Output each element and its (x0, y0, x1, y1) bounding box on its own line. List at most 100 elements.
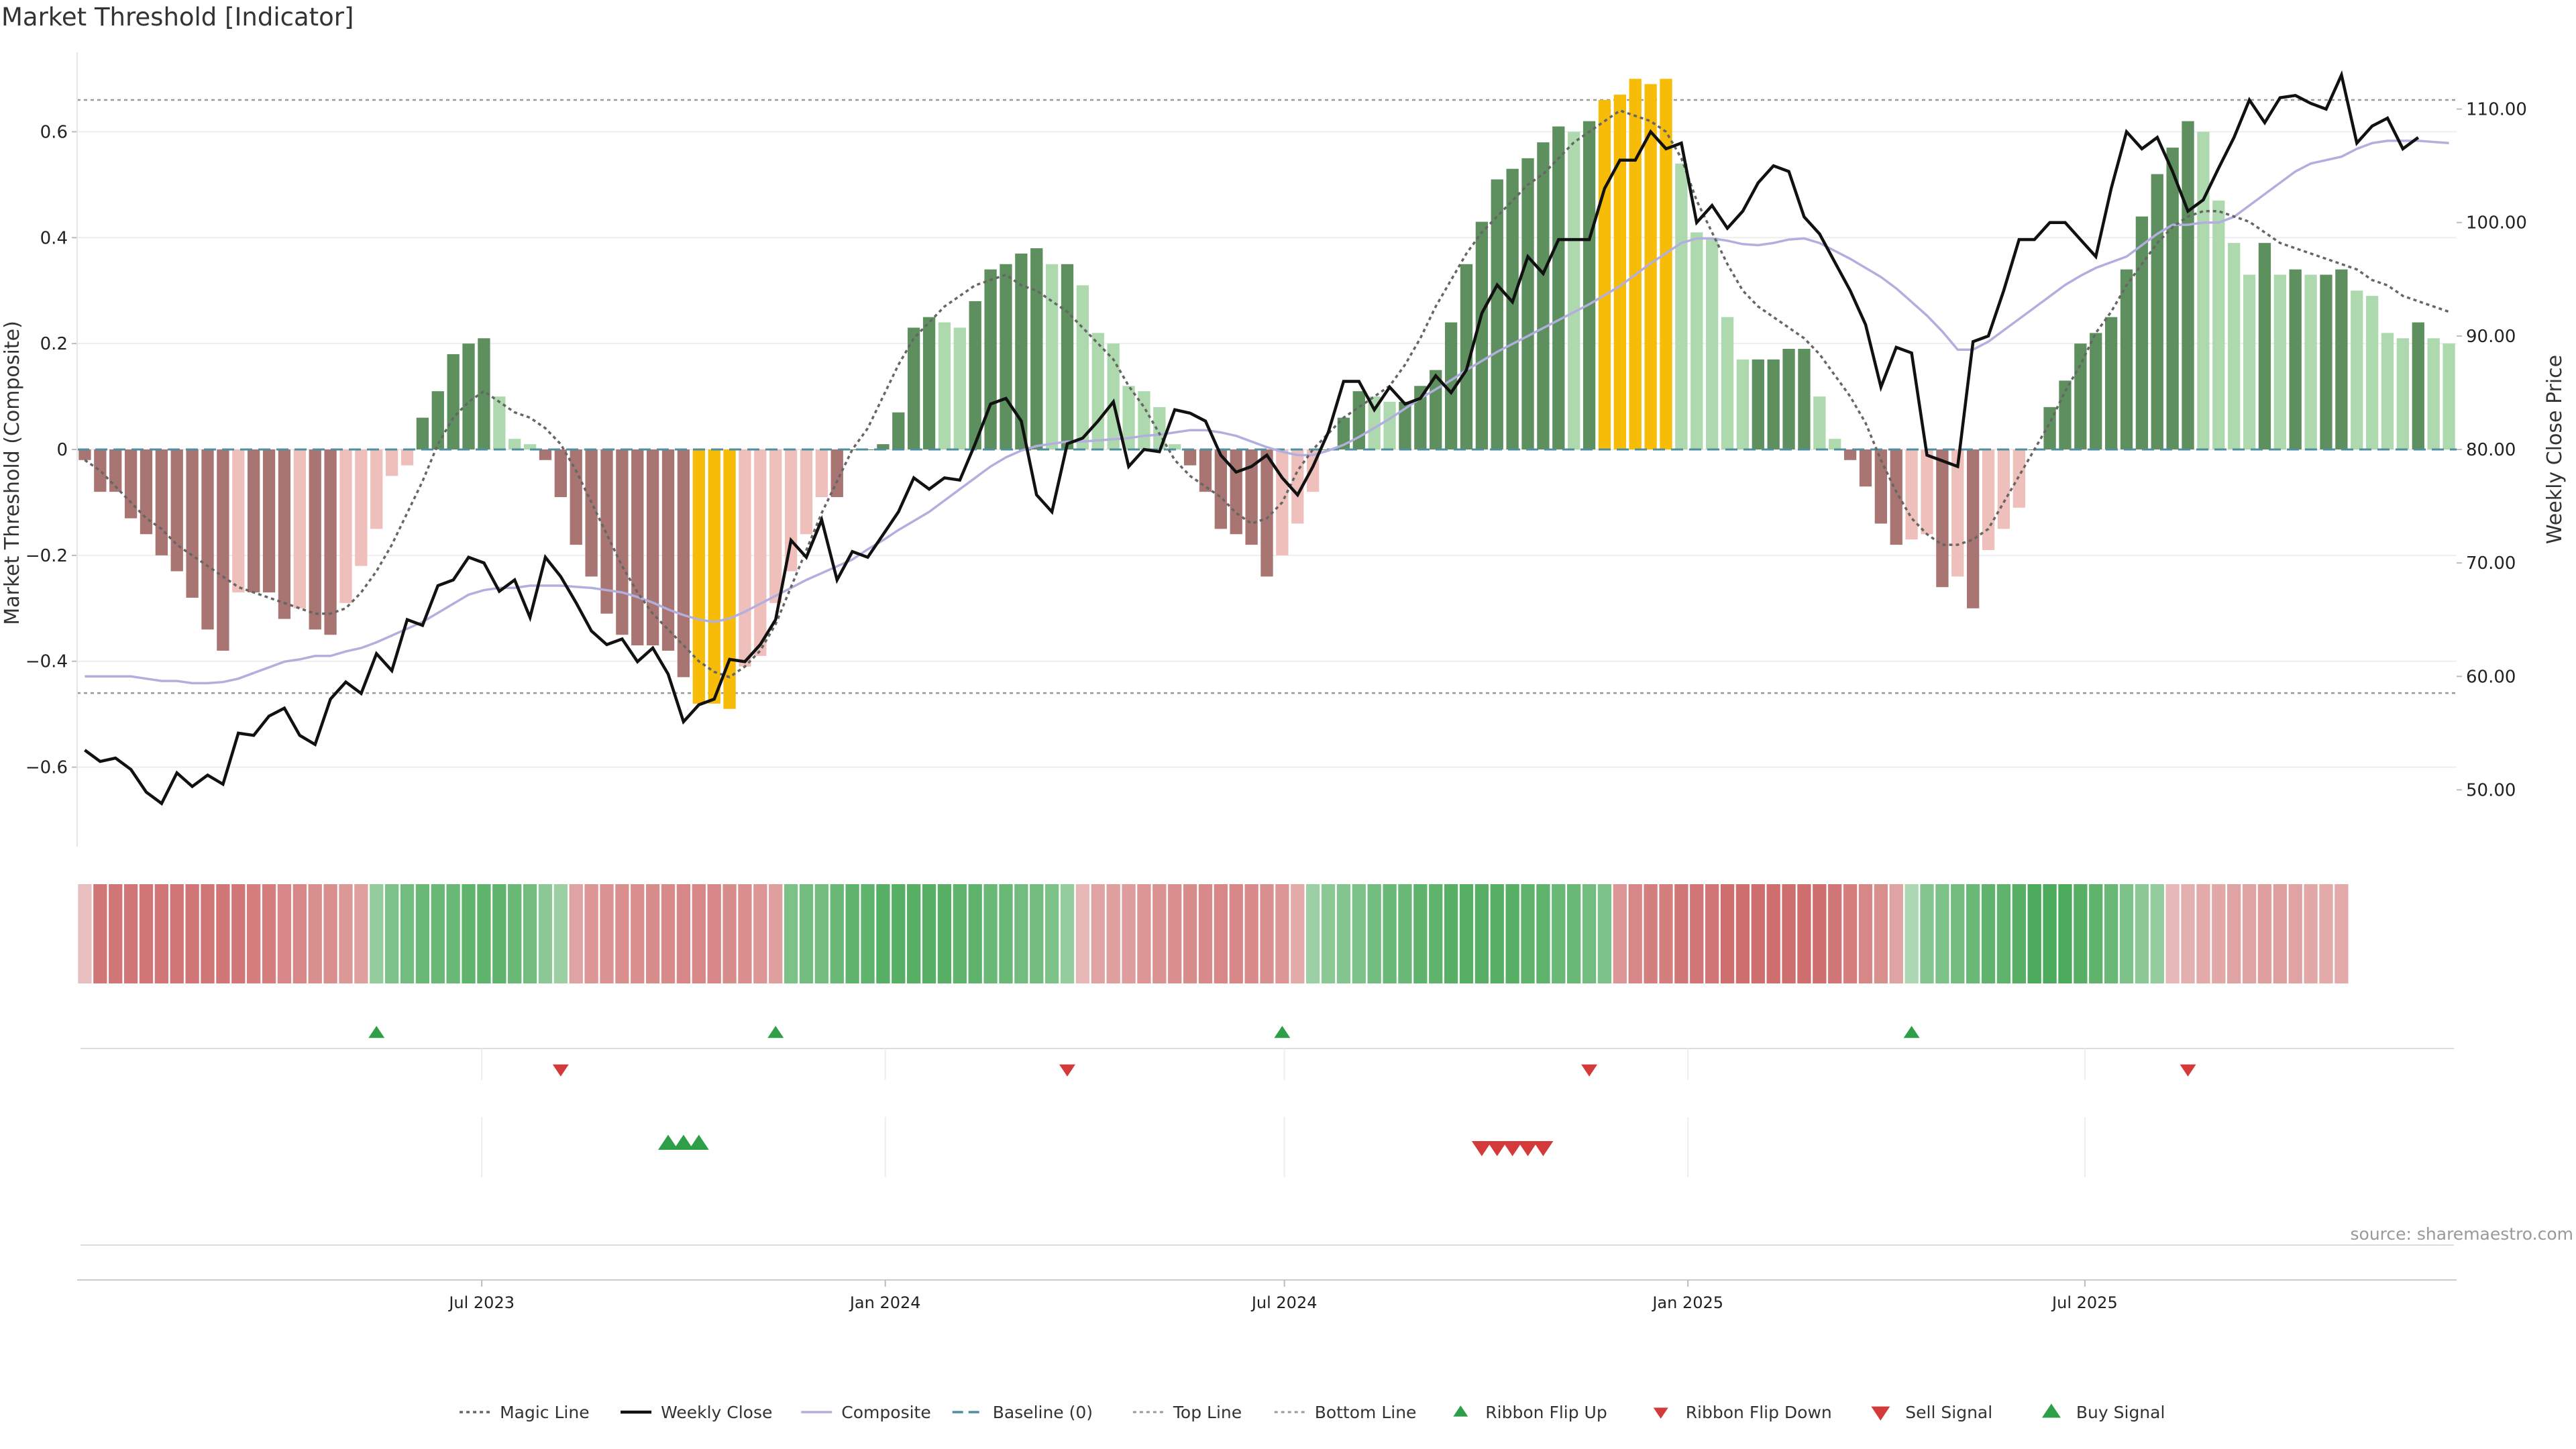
composite-bar (1859, 449, 1872, 487)
ribbon-cell (2150, 884, 2164, 983)
composite-bar (278, 449, 291, 619)
ribbon-cell (1291, 884, 1305, 983)
composite-bar (355, 449, 368, 566)
ribbon-cell (1398, 884, 1412, 983)
ribbon-cell (1030, 884, 1044, 983)
ribbon-cell (1720, 884, 1735, 983)
ribbon-cell (1260, 884, 1274, 983)
ribbon-cell (2089, 884, 2103, 983)
ribbon-cell (937, 884, 952, 983)
ribbon-cell (814, 884, 829, 983)
ribbon-cell (154, 884, 169, 983)
composite-bar (616, 449, 629, 635)
series-lines (77, 70, 2457, 806)
ribbon-cell (185, 884, 199, 983)
composite-bar (877, 444, 890, 449)
ribbon-cell (1813, 884, 1827, 983)
ribbon-cell (339, 884, 353, 983)
composite-bar (677, 449, 690, 678)
ribbon-cell (384, 884, 399, 983)
composite-bar (1015, 253, 1028, 449)
ribbon-cell (1198, 884, 1213, 983)
magic-line (84, 109, 2450, 679)
ribbon-flip-up-marker (767, 1026, 784, 1038)
composite-bar (1552, 126, 1565, 450)
composite-bar (2320, 274, 2332, 449)
legend-item-close: Weekly Close (621, 1403, 772, 1422)
composite-bar (1061, 264, 1074, 449)
composite-bar (78, 449, 91, 460)
composite-bar (1982, 449, 1995, 550)
composite-bar (1829, 439, 1841, 449)
composite-bar (2396, 338, 2410, 449)
ribbon-cell (1505, 884, 1519, 983)
composite-bar (892, 412, 905, 449)
y-left-tick-label: 0.6 (40, 122, 68, 142)
composite-bar (109, 449, 122, 492)
main-panel-axes: −0.6 −0.4 −0.2 0 0.2 0.4 0.6 50.00 60.00 70.00 80.… (25, 52, 2527, 847)
ribbon-cell (2181, 884, 2195, 983)
composite-bar (1582, 121, 1596, 449)
composite-bar (416, 417, 429, 449)
composite-bar (1905, 449, 1918, 540)
ribbon-cell (2334, 884, 2349, 983)
ribbon-cell (2012, 884, 2026, 983)
composite-bar (830, 449, 843, 498)
ribbon-cell (845, 884, 859, 983)
composite-bar (1890, 449, 1902, 545)
y-right-label: Weekly Close Price (2543, 355, 2567, 544)
ribbon-cell (1920, 884, 1934, 983)
composite-bar (2197, 131, 2210, 449)
composite-bar (585, 449, 598, 577)
ribbon-cell (1168, 884, 1182, 983)
buy-signal-marker (688, 1134, 709, 1150)
ribbon-cell (2058, 884, 2072, 983)
composite-bar (723, 449, 736, 709)
ribbon-flip-down-marker (1059, 1064, 1076, 1077)
ribbon-cell (1674, 884, 1688, 983)
ribbon-cell (1567, 884, 1581, 983)
x-tick-label: Jul 2025 (2051, 1293, 2118, 1312)
ribbon-cell (1644, 884, 1658, 983)
composite-bar (539, 449, 552, 460)
ribbon-cell (1014, 884, 1028, 983)
ribbon-cell (462, 884, 476, 983)
ribbon-cell (676, 884, 691, 983)
composite-bar (217, 449, 229, 651)
ribbon-cell (1367, 884, 1381, 983)
ribbon-cell (1429, 884, 1443, 983)
composite-bar (1506, 168, 1519, 450)
composite-bar (661, 449, 675, 651)
legend-item-magic: Magic Line (460, 1403, 590, 1422)
composite-bar (478, 338, 490, 449)
ribbon-cell (1690, 884, 1704, 983)
composite-line (85, 140, 2449, 685)
legend-label: Sell Signal (1905, 1403, 1992, 1422)
ribbon-cell (907, 884, 921, 983)
ribbon-cell (354, 884, 368, 983)
composite-bar (769, 449, 782, 603)
buy-signal-marker (673, 1134, 694, 1150)
ribbon-cell (569, 884, 583, 983)
legend-label: Magic Line (500, 1403, 590, 1422)
ribbon-cell (1075, 884, 1090, 983)
ribbon-cell (1996, 884, 2011, 983)
y-left-tick-label: 0 (56, 440, 68, 460)
composite-bar (1798, 349, 1811, 449)
ribbon-cell (477, 884, 491, 983)
composite-bar (2012, 449, 2025, 508)
y-right-tick-label: 50.00 (2466, 780, 2516, 800)
ribbon-cell (1275, 884, 1289, 983)
ribbon-cell (722, 884, 737, 983)
ribbon-cell (2043, 884, 2057, 983)
legend-label: Baseline (0) (993, 1403, 1093, 1422)
ribbon-cell (508, 884, 522, 983)
ribbon-cell (2242, 884, 2257, 983)
ribbon-cell (1106, 884, 1120, 983)
composite-bar (1997, 449, 2010, 529)
y-right-tick-label: 70.00 (2466, 553, 2516, 574)
composite-bar (1951, 449, 1964, 577)
ribbon-flip-up-marker (1903, 1026, 1920, 1038)
legend-item-top: Top Line (1132, 1403, 1242, 1422)
